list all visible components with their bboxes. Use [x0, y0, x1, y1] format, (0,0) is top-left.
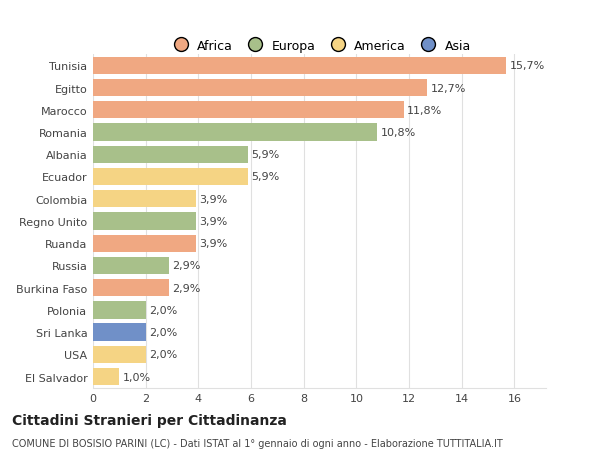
Bar: [93, 124, 377, 141]
Text: COMUNE DI BOSISIO PARINI (LC) - Dati ISTAT al 1° gennaio di ogni anno - Elaboraz: COMUNE DI BOSISIO PARINI (LC) - Dati IST…: [12, 438, 503, 448]
Text: 2,0%: 2,0%: [149, 350, 177, 359]
Bar: [93, 302, 146, 319]
Legend: Africa, Europa, America, Asia: Africa, Europa, America, Asia: [163, 35, 476, 58]
Bar: [93, 235, 196, 252]
Text: 2,9%: 2,9%: [173, 261, 201, 271]
Text: 12,7%: 12,7%: [431, 84, 466, 93]
Bar: [93, 257, 169, 274]
Bar: [93, 280, 169, 297]
Text: 10,8%: 10,8%: [380, 128, 416, 138]
Text: 2,0%: 2,0%: [149, 327, 177, 337]
Bar: [93, 80, 427, 97]
Text: 5,9%: 5,9%: [251, 172, 280, 182]
Text: 11,8%: 11,8%: [407, 106, 442, 116]
Bar: [93, 368, 119, 386]
Text: 3,9%: 3,9%: [199, 217, 227, 226]
Text: 2,0%: 2,0%: [149, 305, 177, 315]
Bar: [93, 213, 196, 230]
Text: 3,9%: 3,9%: [199, 194, 227, 204]
Text: 5,9%: 5,9%: [251, 150, 280, 160]
Bar: [93, 346, 146, 363]
Text: Cittadini Stranieri per Cittadinanza: Cittadini Stranieri per Cittadinanza: [12, 413, 287, 427]
Text: 2,9%: 2,9%: [173, 283, 201, 293]
Bar: [93, 324, 146, 341]
Bar: [93, 190, 196, 208]
Text: 1,0%: 1,0%: [122, 372, 151, 382]
Bar: [93, 168, 248, 186]
Text: 3,9%: 3,9%: [199, 239, 227, 249]
Bar: [93, 57, 506, 75]
Bar: [93, 102, 404, 119]
Bar: [93, 146, 248, 163]
Text: 15,7%: 15,7%: [509, 61, 545, 71]
